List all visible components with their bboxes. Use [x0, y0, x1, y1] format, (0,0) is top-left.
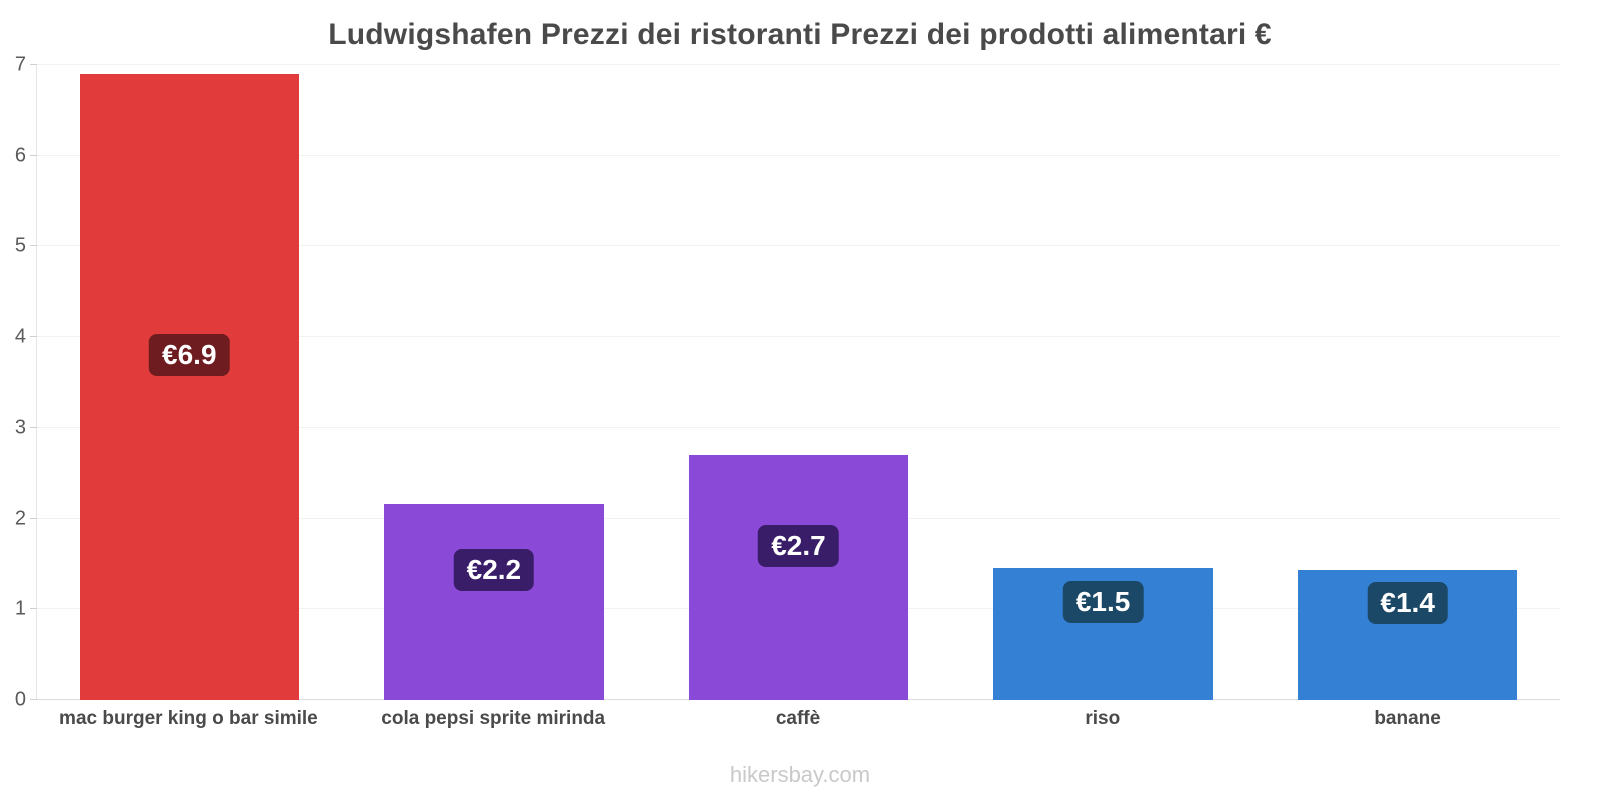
y-tickmark-0	[30, 699, 37, 700]
bar-slot-4: €1.4	[1255, 65, 1560, 700]
bar-1[interactable]: €2.2	[384, 504, 604, 700]
x-axis-labels: mac burger king o bar simile cola pepsi s…	[36, 708, 1560, 744]
bar-value-label-4: €1.4	[1367, 582, 1448, 625]
y-tick-label-5: 5	[14, 234, 26, 257]
y-tickmark-6	[30, 154, 37, 156]
y-tick-label-6: 6	[14, 144, 26, 167]
x-axis-label-2: caffè	[775, 708, 821, 729]
bar-slot-3: €1.5	[951, 65, 1256, 700]
gridline-6	[37, 154, 1560, 156]
y-tick-label-2: 2	[14, 507, 26, 530]
bar-slot-0: €6.9	[37, 65, 342, 700]
x-axis-label-3: riso	[1085, 708, 1121, 729]
y-tick-label-3: 3	[14, 416, 26, 439]
y-tickmark-1	[30, 608, 37, 610]
bar-value-label-1: €2.2	[453, 549, 535, 592]
y-tick-label-1: 1	[14, 597, 26, 620]
x-axis-label-4: banane	[1374, 708, 1441, 729]
bar-3[interactable]: €1.5	[993, 568, 1213, 700]
y-tickmark-2	[30, 517, 37, 519]
y-tickmark-5	[30, 245, 37, 247]
y-axis: 0 1 2 3 4 5 6 7	[0, 54, 30, 711]
plot-area: €6.9 €2.2 €2.7 €1.5 €1.4	[30, 64, 1560, 700]
y-tickmark-3	[30, 426, 37, 428]
y-tick-label-4: 4	[14, 325, 26, 348]
bar-0[interactable]: €6.9	[79, 74, 299, 700]
y-tickmark-4	[30, 336, 37, 338]
x-axis-label-1: cola pepsi sprite mirinda	[381, 708, 606, 729]
footer-link[interactable]: hikersbay.com	[729, 762, 871, 787]
bar-value-label-0: €6.9	[149, 334, 230, 377]
gridline-3	[37, 426, 1560, 428]
bar-value-label-3: €1.5	[1062, 581, 1144, 624]
gridline-5	[37, 245, 1560, 247]
y-tickmark-7	[30, 64, 37, 65]
x-axis-label-0: mac burger king o bar simile	[59, 708, 318, 729]
bar-4[interactable]: €1.4	[1298, 570, 1518, 700]
chart-title: Ludwigshafen Prezzi dei ristoranti Prezz…	[328, 18, 1272, 51]
y-tick-label-7: 7	[14, 53, 26, 76]
gridline-4	[37, 336, 1560, 338]
bar-value-label-2: €2.7	[758, 524, 839, 567]
bar-slot-2: €2.7	[646, 65, 951, 700]
bar-2[interactable]: €2.7	[688, 455, 909, 700]
gridline-7	[37, 64, 1560, 65]
bar-slot-1: €2.2	[342, 65, 647, 700]
y-tick-label-0: 0	[14, 688, 26, 711]
